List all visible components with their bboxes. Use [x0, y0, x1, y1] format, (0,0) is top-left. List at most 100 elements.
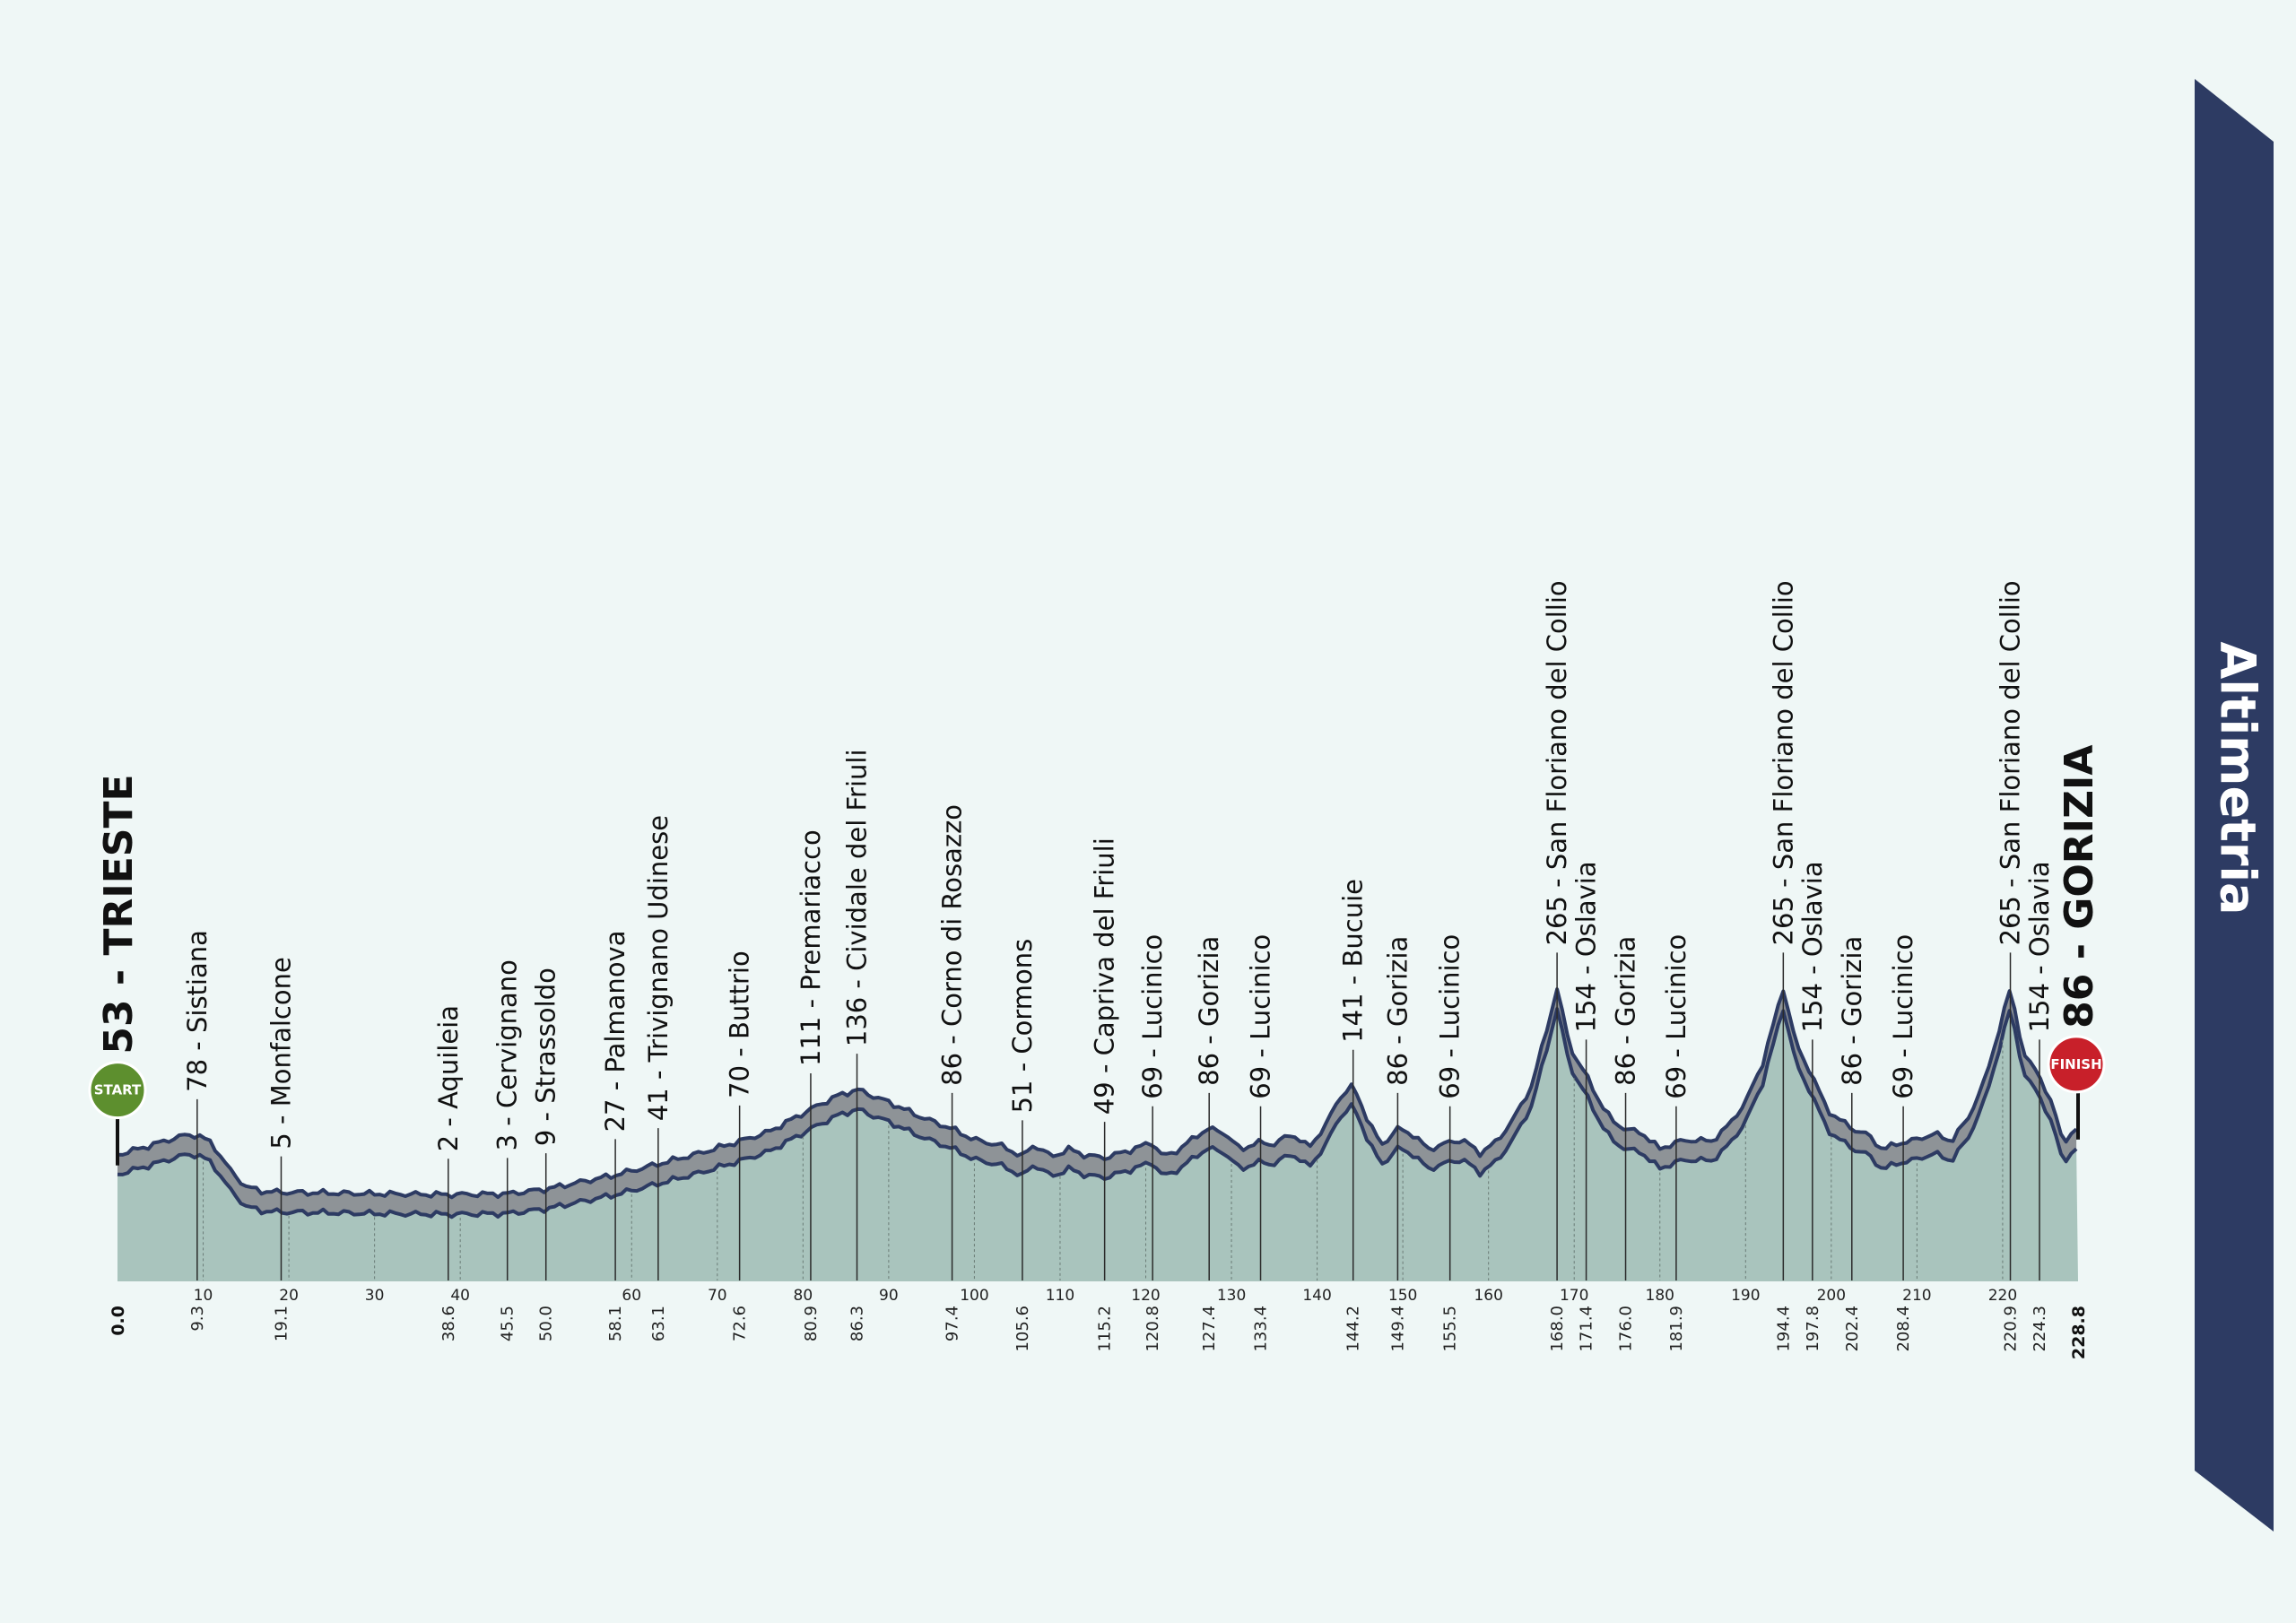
- waypoint-label: 111 - Premariacco: [796, 829, 826, 1066]
- start-badge-text: START: [94, 1082, 142, 1098]
- waypoint-km-label: 149.4: [1388, 1306, 1407, 1352]
- waypoint-label: 154 - Oslavia: [1571, 861, 1602, 1032]
- waypoint-label: 141 - Bucuie: [1338, 879, 1369, 1043]
- waypoint-label: 9 - Strassoldo: [531, 968, 561, 1146]
- waypoint-label: 3 - Cervignano: [492, 959, 523, 1150]
- waypoint-label: 27 - Palmanova: [600, 930, 631, 1132]
- waypoint-km-label: 105.6: [1013, 1306, 1032, 1352]
- km-tick-label: 200: [1817, 1287, 1846, 1305]
- waypoint-label: 86 - Gorizia: [1611, 936, 1641, 1086]
- waypoint-km-label: 50.0: [537, 1306, 556, 1341]
- waypoint-marker: 72.6: [731, 1105, 750, 1341]
- waypoint-label: 265 - San Floriano del Collio: [1768, 580, 1798, 945]
- km-tick-label: 20: [279, 1287, 299, 1305]
- waypoint-km-label: 19.1: [272, 1306, 291, 1341]
- km-axis: 10 20 30 40 60 70 80 90 100 110 120 130 140 150 160 170…: [194, 1039, 2017, 1305]
- elevation-area: [117, 1009, 2078, 1280]
- waypoint-marker: 50.0: [537, 1153, 556, 1341]
- km-tick: 40: [450, 1218, 470, 1305]
- km-tick: 220: [1988, 1039, 2017, 1305]
- km-tick: 170: [1560, 1078, 1588, 1305]
- waypoint-km-label: 45.5: [499, 1306, 517, 1341]
- finish-marker: FINISH 86 - GORIZIA 228.8: [2047, 745, 2106, 1359]
- km-tick: 200: [1817, 1136, 1846, 1305]
- elevation-outline-bottom: [117, 1007, 2078, 1219]
- waypoint-marker: 38.6: [439, 1159, 458, 1341]
- waypoint-label: 69 - Lucinico: [1246, 934, 1276, 1099]
- waypoint-label: 69 - Lucinico: [1435, 934, 1465, 1099]
- waypoint-label: 69 - Lucinico: [1888, 934, 1918, 1099]
- waypoint-marker: 202.4: [1843, 1092, 1862, 1352]
- waypoint-marker: 224.3: [2031, 1039, 2049, 1352]
- km-tick-label: 160: [1474, 1287, 1502, 1305]
- km-tick-label: 80: [794, 1287, 813, 1305]
- waypoint-label: 86 - Gorizia: [1382, 936, 1413, 1086]
- waypoint-km-label: 202.4: [1843, 1306, 1862, 1352]
- waypoint-marker: 105.6: [1013, 1120, 1032, 1352]
- waypoint-label: 86 - Gorizia: [1194, 936, 1224, 1086]
- waypoint-marker: 58.1: [606, 1139, 625, 1341]
- waypoint-label: 86 - Corno di Rosazzo: [937, 804, 968, 1086]
- finish-city-label: 86 - GORIZIA: [2057, 745, 2102, 1028]
- waypoint-labels: 78 - Sistiana 5 - Monfalcone 2 - Aquileia 3…: [182, 580, 2055, 1151]
- waypoint-marker: 194.4: [1774, 952, 1793, 1352]
- waypoint-km-label: 220.9: [2002, 1306, 2021, 1352]
- km-tick-label: 40: [450, 1287, 470, 1305]
- waypoint-marker: 45.5: [499, 1158, 517, 1341]
- waypoint-km-label: 120.8: [1144, 1306, 1162, 1352]
- waypoint-label: 70 - Buttrio: [725, 950, 755, 1098]
- waypoint-label: 136 - Cividale del Friuli: [842, 749, 873, 1046]
- km-tick-label: 180: [1646, 1287, 1674, 1305]
- waypoint-marker: 9.3: [188, 1098, 207, 1332]
- finish-badge-text: FINISH: [2050, 1056, 2101, 1072]
- waypoint-marker: 127.4: [1200, 1092, 1219, 1352]
- waypoint-km-label: 133.4: [1252, 1306, 1271, 1352]
- waypoint-km-label: 86.3: [848, 1306, 867, 1341]
- km-tick: 60: [622, 1193, 641, 1305]
- banner-shape: [2195, 79, 2274, 1532]
- km-tick: 70: [708, 1171, 727, 1305]
- waypoint-km-label: 115.2: [1096, 1306, 1115, 1352]
- km-tick: 190: [1731, 1125, 1761, 1305]
- waypoint-km-label: 97.4: [944, 1306, 962, 1341]
- waypoint-marker: 97.4: [944, 1092, 962, 1341]
- waypoint-marker: 120.8: [1144, 1106, 1162, 1352]
- waypoint-markers: 9.3 19.1 38.6 45.5 50.0 58.1 63.1 72.6 80.9 86.3 9…: [188, 952, 2049, 1352]
- waypoint-km-label: 58.1: [606, 1306, 625, 1341]
- km-tick-label: 100: [960, 1287, 988, 1305]
- waypoint-label: 154 - Oslavia: [1797, 861, 1828, 1032]
- km-tick-label: 170: [1560, 1287, 1588, 1305]
- km-tick-label: 10: [194, 1287, 213, 1305]
- start-city-label: 53 - TRIESTE: [96, 774, 142, 1054]
- waypoint-marker: 144.2: [1344, 1049, 1363, 1352]
- km-tick: 130: [1217, 1163, 1246, 1305]
- km-tick-label: 70: [708, 1287, 727, 1305]
- waypoint-marker: 115.2: [1096, 1122, 1115, 1352]
- km-tick-label: 30: [365, 1287, 385, 1305]
- km-tick: 140: [1302, 1159, 1332, 1305]
- waypoint-marker: 176.0: [1617, 1092, 1636, 1352]
- waypoint-label: 78 - Sistiana: [182, 930, 213, 1092]
- waypoint-km-label: 63.1: [649, 1306, 668, 1341]
- waypoint-marker: 86.3: [848, 1054, 867, 1341]
- km-tick: 120: [1131, 1167, 1161, 1305]
- waypoint-km-label: 168.0: [1548, 1306, 1567, 1352]
- km-tick-label: 130: [1217, 1287, 1246, 1305]
- waypoint-marker: 19.1: [272, 1156, 291, 1341]
- start-badge: [88, 1061, 147, 1120]
- waypoint-label: 154 - Oslavia: [2024, 861, 2055, 1032]
- waypoint-label: 51 - Cormons: [1007, 939, 1038, 1114]
- km-tick: 80: [794, 1136, 813, 1305]
- km-tick: 160: [1474, 1170, 1503, 1305]
- km-tick: 30: [365, 1217, 385, 1305]
- waypoint-marker: 197.8: [1804, 1039, 1822, 1352]
- waypoint-km-label: 155.5: [1441, 1306, 1460, 1352]
- km-tick-label: 220: [1988, 1287, 2017, 1305]
- waypoint-label: 5 - Monfalcone: [265, 957, 296, 1149]
- waypoint-label: 265 - San Floriano del Collio: [1996, 580, 2026, 945]
- elevation-outline-top: [117, 987, 2078, 1200]
- km-tick: 180: [1646, 1172, 1674, 1305]
- finish-km-label: 228.8: [2069, 1306, 2089, 1359]
- waypoint-label: 86 - Gorizia: [1837, 936, 1867, 1086]
